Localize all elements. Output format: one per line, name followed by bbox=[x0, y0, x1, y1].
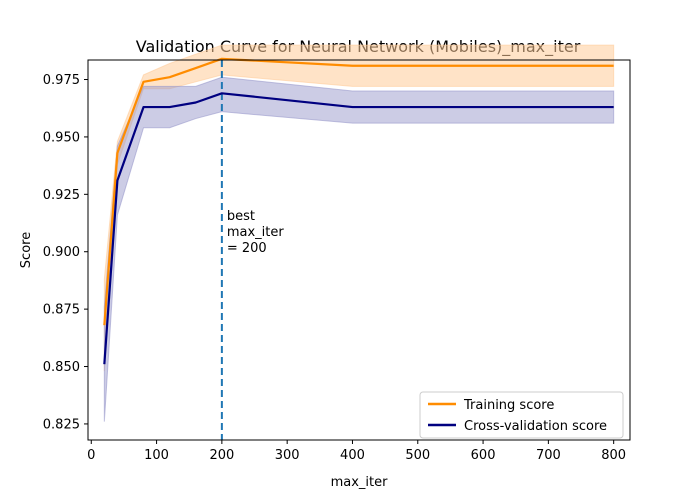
x-tick-label: 200 bbox=[209, 448, 234, 463]
y-tick-label: 0.825 bbox=[43, 417, 80, 432]
confidence-bands bbox=[103, 44, 615, 422]
y-tick-label: 0.850 bbox=[43, 360, 80, 375]
x-axis-label: max_iter bbox=[331, 475, 389, 490]
plot-frame bbox=[87, 59, 631, 441]
cross-validation-score-line bbox=[103, 92, 614, 365]
series-lines bbox=[103, 57, 614, 365]
y-tick-label: 0.875 bbox=[43, 303, 80, 318]
x-tick-label: 600 bbox=[471, 448, 496, 463]
x-tick-label: 800 bbox=[601, 448, 626, 463]
legend: Training score Cross-validation score bbox=[419, 391, 624, 439]
x-tick-label: 100 bbox=[144, 448, 169, 463]
y-tick-label: 0.975 bbox=[43, 73, 80, 88]
cross-validation-score-band bbox=[103, 76, 615, 422]
legend-label-training-score: Training score bbox=[463, 398, 554, 413]
x-tick-label: 500 bbox=[405, 448, 430, 463]
legend-label-cross-validation-score: Cross-validation score bbox=[464, 419, 607, 434]
legend-box bbox=[419, 391, 624, 439]
best-max-iter-annotation: max_iter bbox=[227, 225, 285, 240]
best-max-iter-annotation: = 200 bbox=[227, 241, 267, 256]
x-tick-label: 700 bbox=[536, 448, 561, 463]
y-tick-label: 0.900 bbox=[43, 245, 80, 260]
x-axis-ticks: 0 100 200 300 400 500 600 700 800 bbox=[87, 440, 626, 463]
x-tick-label: 400 bbox=[340, 448, 365, 463]
y-axis-label: Score bbox=[19, 232, 34, 268]
x-tick-label: 300 bbox=[275, 448, 300, 463]
x-tick-label: 0 bbox=[87, 448, 95, 463]
y-tick-label: 0.925 bbox=[43, 188, 80, 203]
best-max-iter-annotation: best bbox=[227, 209, 255, 224]
training-score-line bbox=[103, 57, 614, 326]
y-tick-label: 0.950 bbox=[43, 130, 80, 145]
y-axis-ticks: 0.825 0.850 0.875 0.900 0.925 0.950 0.975 bbox=[43, 73, 88, 432]
